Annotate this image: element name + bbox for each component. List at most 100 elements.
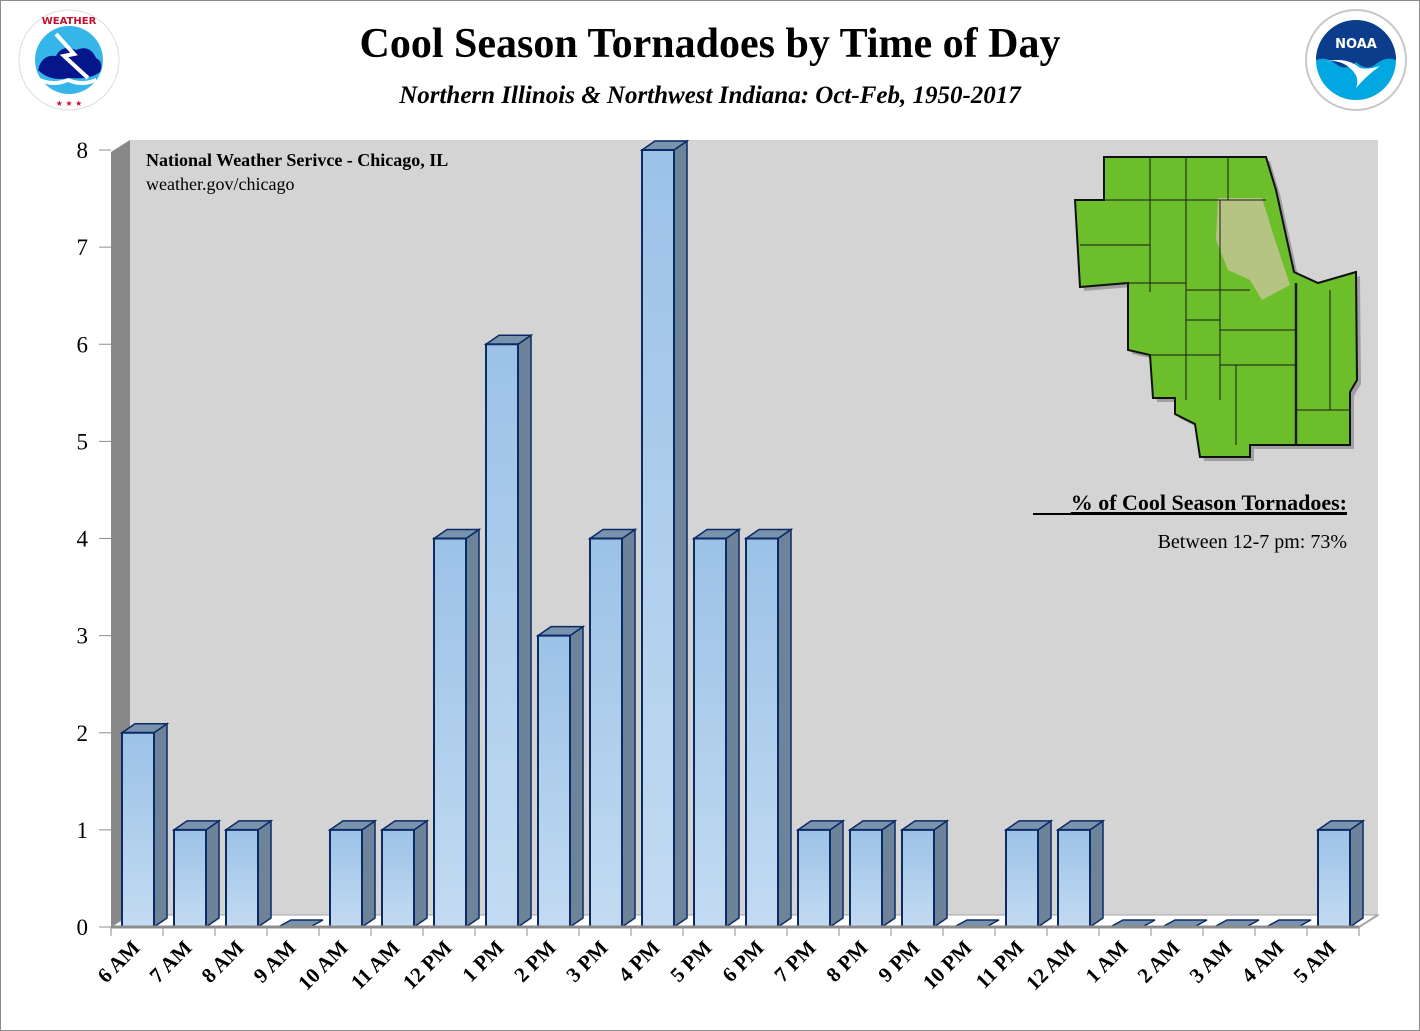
y-tick-label: 8: [77, 138, 89, 163]
nws-logo: WEATHER ★ ★ ★: [18, 9, 120, 111]
bar: [379, 819, 430, 929]
bar-front: [381, 828, 415, 928]
bar-front: [329, 828, 363, 928]
x-tick-label: 2 AM: [1133, 935, 1185, 987]
bar: [743, 528, 794, 929]
svg-text:★ ★ ★: ★ ★ ★: [56, 99, 83, 108]
x-tick-label: 8 PM: [821, 935, 872, 986]
x-tick-label: 7 AM: [145, 935, 197, 987]
bar-front: [745, 537, 779, 928]
bar: [483, 333, 534, 929]
x-tick-label: 11 AM: [346, 935, 405, 994]
x-tick-label: 6 PM: [717, 935, 768, 986]
x-tick-label: 3 AM: [1185, 935, 1237, 987]
y-tick-label: 4: [77, 527, 89, 552]
stat-text: Between 12-7 pm: 73%: [1158, 531, 1347, 553]
bar-side: [205, 819, 220, 929]
x-tick-label: 9 PM: [873, 935, 924, 986]
x-tick-label: 1 PM: [457, 935, 508, 986]
bar-front: [1005, 828, 1039, 928]
bar-side: [933, 819, 948, 929]
x-tick-label: 1 AM: [1081, 935, 1133, 987]
x-tick-label: 9 AM: [249, 935, 301, 987]
bar-front: [173, 828, 207, 928]
bar-front: [121, 731, 155, 928]
bar-front: [1057, 828, 1091, 928]
svg-text:WEATHER: WEATHER: [42, 16, 97, 27]
bar-front: [433, 537, 467, 928]
bar-side: [1349, 819, 1364, 929]
bar-side: [465, 528, 480, 929]
bar: [171, 819, 222, 929]
bar-front: [1317, 828, 1351, 928]
bar: [431, 528, 482, 929]
bar: [795, 819, 846, 929]
bar-front: [901, 828, 935, 928]
chart-title: Cool Season Tornadoes by Time of Day: [359, 21, 1061, 67]
y-tick-label: 3: [77, 624, 89, 649]
x-tick-label: 12 PM: [398, 935, 457, 994]
source-label: National Weather Serivce - Chicago, IL: [146, 150, 448, 170]
bar-side: [1089, 819, 1104, 929]
bar-side: [673, 139, 688, 929]
bar: [691, 528, 742, 929]
bar: [535, 625, 586, 929]
y-tick-label: 6: [77, 332, 89, 357]
y-tick-label: 0: [77, 915, 89, 940]
bar: [119, 722, 170, 929]
bar-front: [225, 828, 259, 928]
bar: [327, 819, 378, 929]
x-tick-label: 4 AM: [1237, 935, 1289, 987]
floor-edge: [1358, 914, 1379, 928]
x-tick-label: 10 AM: [293, 935, 353, 995]
bar-side: [517, 333, 532, 929]
bar: [587, 528, 638, 929]
bar: [223, 819, 274, 929]
bar-side: [829, 819, 844, 929]
stat-heading: % of Cool Season Tornadoes:: [1071, 490, 1347, 515]
source-url: weather.gov/chicago: [146, 174, 294, 194]
bar-side: [621, 528, 636, 929]
y-tick-label: 5: [77, 429, 89, 454]
bar-front: [693, 537, 727, 928]
bar: [1055, 819, 1106, 929]
bar-side: [257, 819, 272, 929]
noaa-logo-text: NOAA: [1335, 37, 1377, 52]
bar-front: [849, 828, 883, 928]
bar: [1003, 819, 1054, 929]
x-tick-label: 2 PM: [509, 935, 560, 986]
bar-side: [153, 722, 168, 929]
bar-side: [1037, 819, 1052, 929]
bar-side: [881, 819, 896, 929]
y-tick-label: 7: [77, 235, 89, 260]
bar-side: [725, 528, 740, 929]
bar-side: [413, 819, 428, 929]
x-tick-label: 7 PM: [769, 935, 820, 986]
bar-front: [485, 343, 519, 928]
x-tick-label: 5 AM: [1289, 935, 1341, 987]
y-tick-label: 2: [77, 721, 89, 746]
chart-subtitle: Northern Illinois & Northwest Indiana: O…: [399, 82, 1021, 109]
region-map-land: [1073, 156, 1359, 458]
region-map: [1073, 156, 1361, 461]
bar-front: [537, 634, 571, 928]
bar-front: [641, 149, 675, 928]
x-tick-label: 6 AM: [93, 935, 145, 987]
bar-front: [589, 537, 623, 928]
bar: [1315, 819, 1366, 929]
bar-side: [569, 625, 584, 929]
x-tick-label: 8 AM: [197, 935, 249, 987]
x-tick-label: 10 PM: [918, 935, 977, 994]
x-tick-label: 12 AM: [1021, 935, 1081, 995]
bar: [899, 819, 950, 929]
x-tick-label: 5 PM: [665, 935, 716, 986]
noaa-logo: NOAA: [1305, 9, 1407, 111]
bar: [847, 819, 898, 929]
x-tick-label: 11 PM: [971, 935, 1029, 993]
bar: [639, 139, 690, 929]
region-map-urban: [1216, 198, 1290, 300]
y-tick-label: 1: [77, 818, 89, 843]
x-tick-label: 4 PM: [613, 935, 664, 986]
bar-side: [361, 819, 376, 929]
